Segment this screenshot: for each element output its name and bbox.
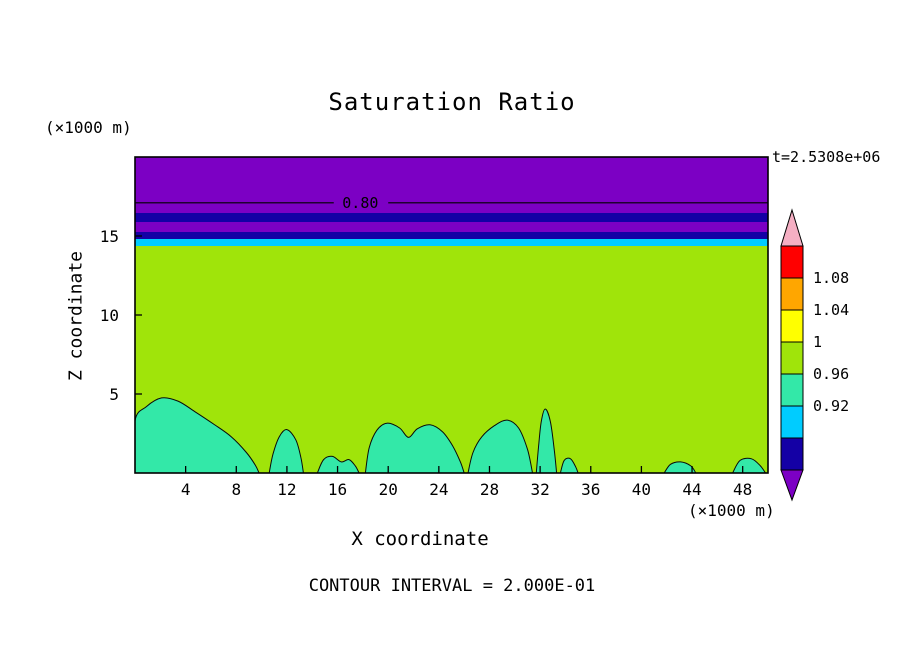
x-axis-unit: (×1000 m) [688,501,775,520]
colorbar-label: 0.92 [813,397,849,415]
saturation-blob [559,457,579,473]
contour-band-navy [135,212,768,222]
colorbar: 1.08 1.04 1 0.96 0.92 [780,208,849,502]
chart-title: Saturation Ratio [328,88,576,116]
contour-band-green [135,245,768,473]
saturation-blob [268,429,304,473]
contour-band-cyan [135,239,768,246]
contour-band-navy [135,232,768,240]
x-tick-label: 24 [429,480,448,499]
x-tick-label: 48 [733,480,752,499]
contour-band-purple [135,221,768,233]
contour-line-label: 0.80 [342,194,378,212]
colorbar-label: 1.08 [813,269,849,287]
x-axis-ticks: 4 8 12 16 20 24 28 32 36 40 44 48 [181,466,752,499]
contour-band-purple [135,157,768,213]
plot-area: 0.80 [135,157,768,473]
x-axis-label: X coordinate [351,528,489,550]
x-tick-label: 16 [328,480,347,499]
y-tick-label: 15 [100,227,119,246]
colorbar-band-red [780,245,804,279]
colorbar-band-orange [780,277,804,311]
y-tick-label: 5 [109,385,119,404]
contour-interval-note: CONTOUR INTERVAL = 2.000E-01 [308,576,596,596]
time-annotation: t=2.5308e+06 [772,148,881,166]
x-tick-label: 36 [581,480,600,499]
saturation-blob [316,455,360,473]
saturation-blob [535,408,558,473]
saturation-blob [663,461,697,473]
colorbar-band-green [780,341,804,375]
x-tick-label: 40 [632,480,651,499]
saturation-blob [135,397,260,473]
x-tick-label: 8 [231,480,241,499]
y-tick-label: 10 [100,306,119,325]
y-axis-ticks: 5 10 15 [100,227,142,404]
colorbar-band-yellow [780,309,804,343]
x-tick-label: 32 [530,480,549,499]
y-axis-unit: (×1000 m) [45,118,132,137]
saturation-blob [467,419,534,473]
saturation-blob [364,422,465,473]
colorbar-band-navy [780,437,804,471]
colorbar-band-springgreen [780,373,804,407]
colorbar-top-spike [780,208,804,247]
colorbar-bottom-spike [780,469,804,502]
x-tick-label: 4 [181,480,191,499]
x-tick-label: 12 [277,480,296,499]
saturation-blob [732,457,767,473]
colorbar-label: 1.04 [813,301,849,319]
x-tick-label: 20 [379,480,398,499]
colorbar-label: 1 [813,333,822,351]
x-tick-label: 44 [682,480,701,499]
colorbar-band-cyan [780,405,804,439]
x-tick-label: 28 [480,480,499,499]
colorbar-label: 0.96 [813,365,849,383]
